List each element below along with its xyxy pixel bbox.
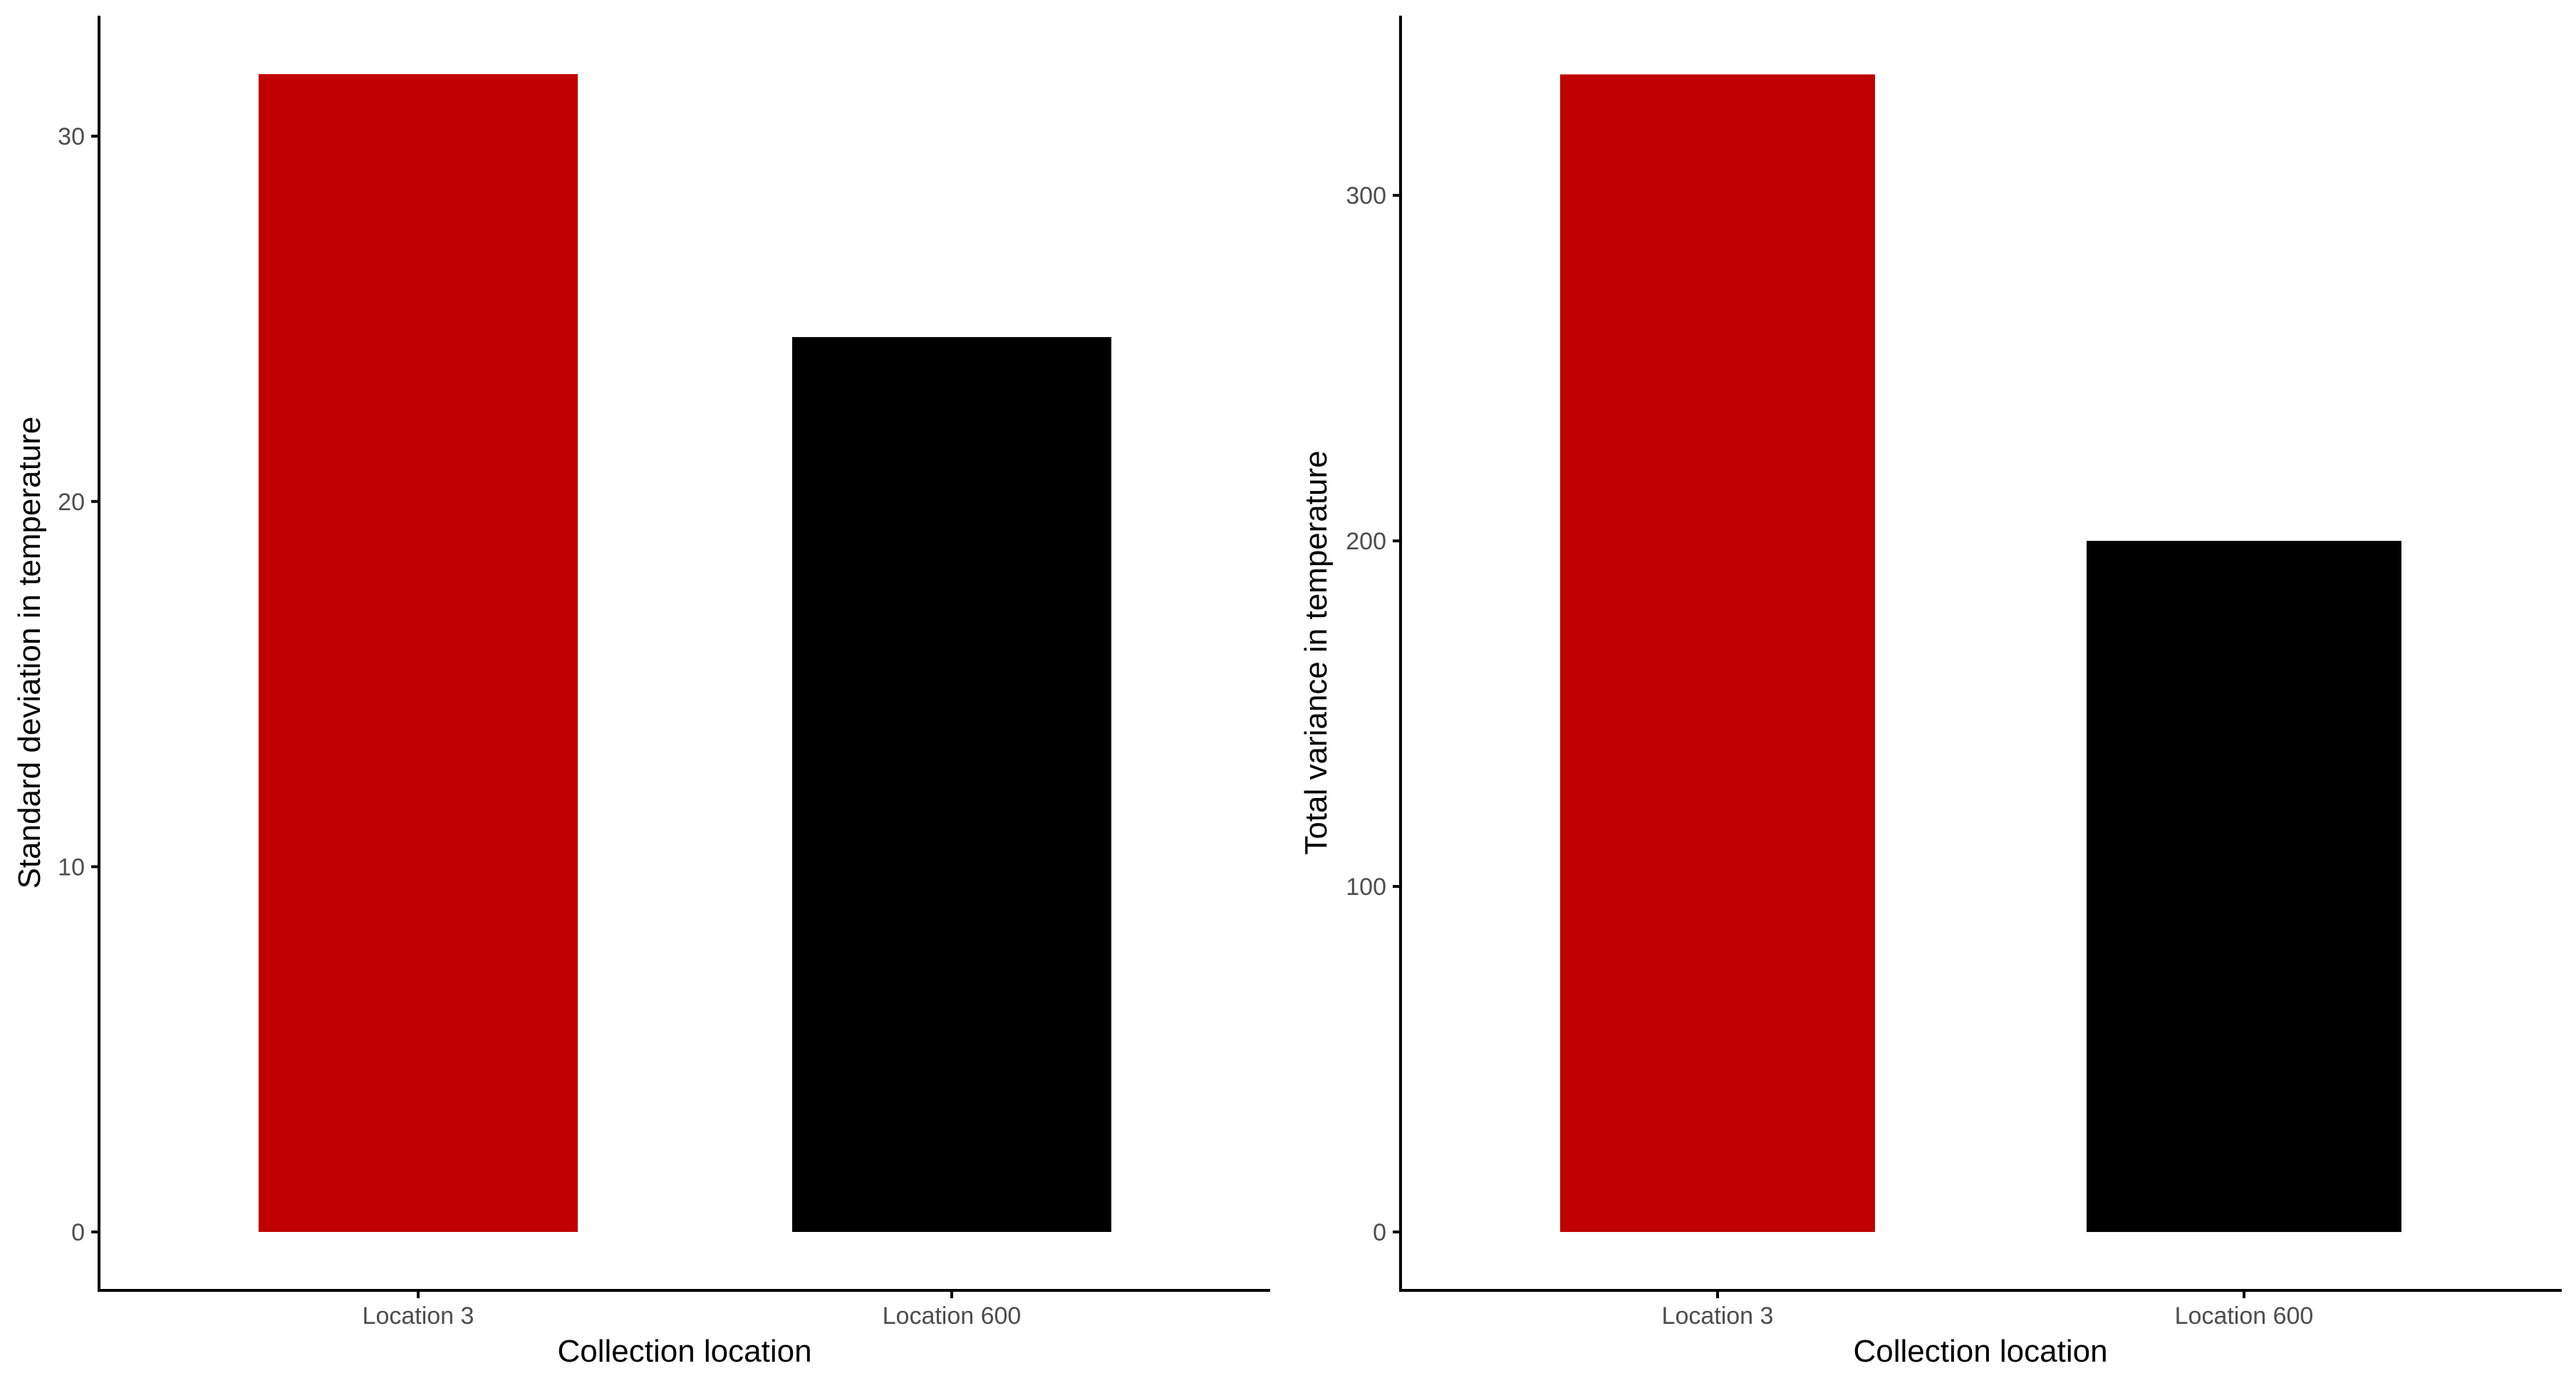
left-y-tick-label: 0 (71, 1219, 85, 1246)
right-y-tick-label: 200 (1346, 528, 1386, 555)
right-x-axis-title: Collection location (1853, 1334, 2107, 1369)
right-y-tick-label: 100 (1346, 874, 1386, 901)
right-bar-location-600 (2087, 541, 2401, 1233)
left-x-ticks: Location 3 Location 600 (363, 1290, 1022, 1330)
left-x-tick-label: Location 600 (883, 1302, 1022, 1330)
right-y-axis-title: Total variance in temperature (1299, 450, 1334, 854)
right-x-tick-label: Location 600 (2175, 1302, 2314, 1330)
left-y-tick-label: 10 (58, 854, 85, 881)
right-bars (1560, 74, 2401, 1233)
left-y-tick-label: 30 (58, 123, 85, 150)
right-y-ticks: 0 100 200 300 (1346, 182, 1401, 1246)
left-y-axis-title: Standard deviation in temperature (12, 417, 47, 889)
right-y-tick-label: 0 (1373, 1219, 1386, 1246)
right-bar-location-3 (1560, 74, 1875, 1233)
right-y-tick-label: 300 (1346, 182, 1386, 209)
left-x-tick-label: Location 3 (363, 1302, 474, 1330)
left-y-ticks: 0 10 20 30 (58, 123, 99, 1246)
left-bars (259, 74, 1111, 1232)
right-x-tick-label: Location 3 (1662, 1302, 1774, 1330)
left-y-tick-label: 20 (58, 489, 85, 516)
left-bar-location-3 (259, 74, 578, 1232)
right-panel: 0 100 200 300 Location 3 Location 600 Collec… (1299, 16, 2562, 1369)
left-x-axis-title: Collection location (557, 1334, 811, 1369)
left-bar-location-600 (792, 337, 1111, 1232)
right-x-ticks: Location 3 Location 600 (1662, 1290, 2314, 1330)
left-panel: 0 10 20 30 Location 3 Location 600 Collectio… (12, 16, 1270, 1369)
